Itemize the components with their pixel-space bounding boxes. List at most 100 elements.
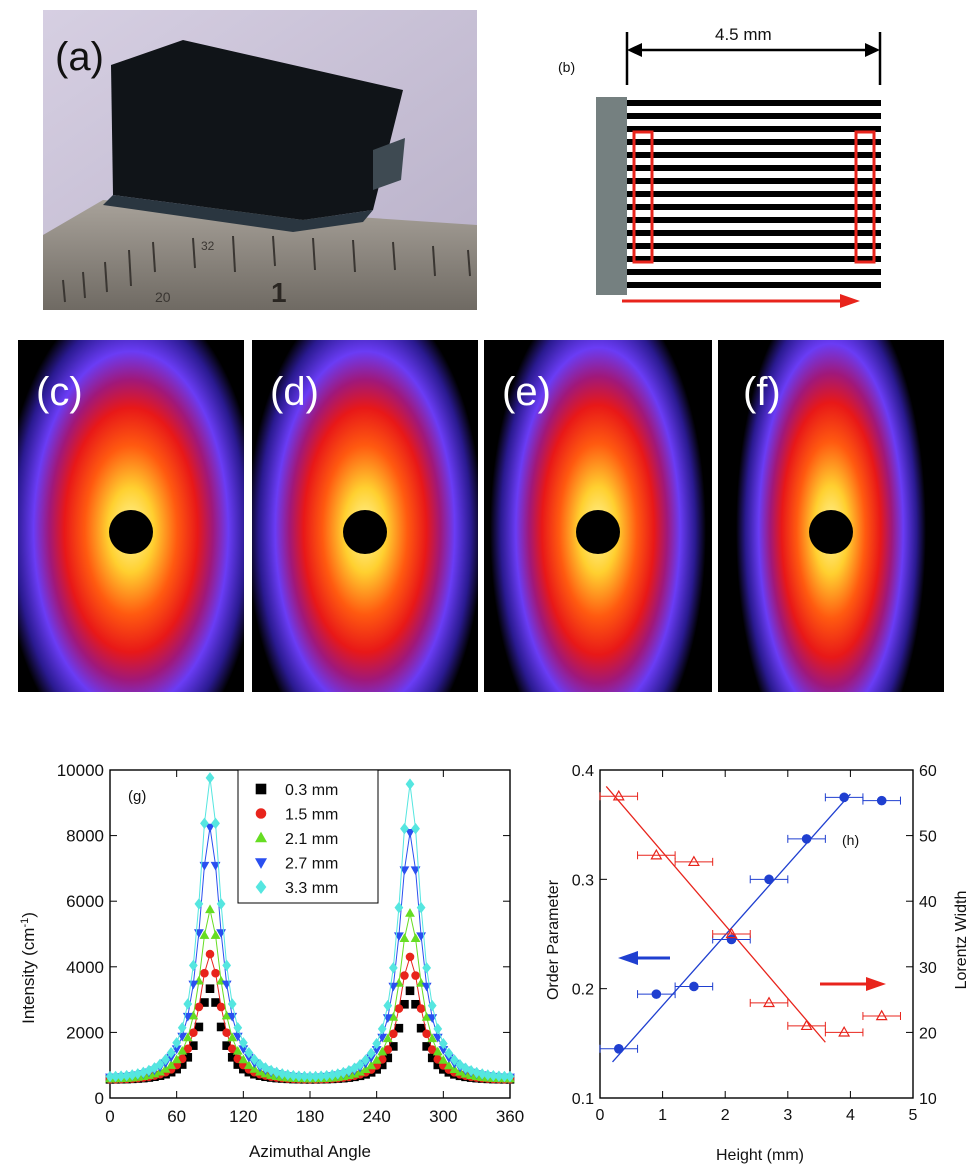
data-point: [405, 908, 415, 917]
substrate: [596, 97, 627, 295]
data-point: [763, 996, 775, 1008]
y-tick-label-right: 60: [919, 763, 937, 780]
data-point: [205, 772, 215, 784]
data-point: [205, 984, 215, 993]
data-point: [443, 1060, 454, 1070]
data-point: [410, 866, 421, 876]
data-point: [161, 1053, 170, 1066]
data-point: [211, 817, 220, 830]
beam-position-left: [632, 130, 654, 264]
y-tick-label-right: 40: [919, 894, 937, 911]
y-tick-label: 10000: [57, 761, 104, 780]
sample-photo: 32 20 1 (a): [43, 10, 477, 310]
data-point: [183, 998, 193, 1010]
data-point: [283, 1069, 293, 1081]
data-point: [250, 1053, 259, 1066]
data-point: [194, 1002, 204, 1012]
y-tick-label-left: 0.2: [572, 982, 594, 999]
data-point: [427, 999, 437, 1012]
legend-label: 2.1 mm: [285, 831, 338, 848]
data-point: [377, 1023, 387, 1035]
data-point: [394, 1004, 404, 1013]
data-point: [400, 999, 409, 1009]
data-point: [244, 1047, 254, 1059]
y-tick-label-right: 30: [919, 960, 937, 977]
x-axis-label: Height (mm): [716, 1147, 804, 1164]
data-point: [726, 934, 737, 945]
data-point: [405, 952, 415, 962]
data-point: [200, 817, 209, 830]
x-tick-label: 5: [909, 1107, 918, 1124]
data-point: [243, 1060, 254, 1069]
left-axis-arrow-head: [618, 951, 638, 965]
data-point: [689, 981, 699, 992]
data-point: [205, 823, 215, 833]
data-point: [210, 930, 221, 939]
beamstop: [343, 510, 387, 554]
data-point: [444, 1047, 454, 1060]
data-point: [238, 1054, 249, 1064]
data-point: [839, 792, 849, 803]
data-point: [205, 949, 215, 959]
data-point: [171, 1054, 182, 1064]
data-point: [422, 962, 432, 974]
legend: 0.3 mm 1.5 mm 2.1 mm 2.7 mm 3.3 mm: [237, 769, 379, 904]
ruler-ticks: [62, 235, 471, 303]
panel-label-d: (d): [270, 370, 319, 414]
data-point: [394, 901, 404, 914]
data-point: [400, 971, 409, 980]
ruler-mark: 20: [155, 289, 171, 305]
data-point: [438, 1037, 448, 1050]
x-tick-label: 360: [496, 1107, 524, 1126]
ruler-mark: 32: [201, 239, 215, 253]
data-point: [238, 1037, 248, 1049]
data-point: [388, 962, 398, 974]
data-point: [612, 789, 625, 801]
x-tick-label: 0: [105, 1107, 114, 1126]
data-point: [155, 1058, 165, 1071]
dimension-label: 4.5 mm: [715, 25, 772, 44]
saxs-pattern-f: (f): [718, 340, 944, 692]
data-point: [613, 1043, 624, 1054]
data-point: [410, 933, 421, 943]
legend-marker: [255, 783, 267, 795]
data-point: [432, 1046, 443, 1056]
y-axis-label: Intensity (cm-1): [19, 912, 38, 1024]
data-point: [199, 930, 210, 939]
panel-label-b: (b): [558, 59, 575, 75]
data-point: [194, 898, 204, 910]
data-point: [411, 971, 420, 980]
y-tick-label: 0: [95, 1089, 104, 1108]
data-point: [801, 834, 812, 844]
data-point: [838, 1026, 851, 1037]
panel-label-h: (h): [842, 832, 859, 848]
data-point: [405, 829, 415, 838]
legend-label: 0.3 mm: [285, 782, 338, 799]
beamstop: [576, 510, 620, 554]
data-point: [382, 1033, 393, 1043]
data-point: [800, 1019, 813, 1031]
x-tick-label: 0: [596, 1107, 605, 1124]
legend-label: 1.5 mm: [285, 807, 338, 824]
legend-label: 3.3 mm: [285, 880, 338, 897]
data-point: [166, 1060, 177, 1069]
data-point: [389, 1029, 398, 1039]
series-lorentz-width: [599, 789, 901, 1037]
panel-label-f: (f): [743, 370, 781, 414]
data-point: [200, 998, 209, 1007]
data-point: [494, 1070, 504, 1082]
data-point: [433, 1023, 443, 1035]
x-tick-label: 180: [296, 1107, 324, 1126]
plot-frame: [599, 769, 914, 1099]
data-point: [216, 898, 226, 910]
ruler-mark: 1: [271, 277, 287, 308]
data-point: [483, 1069, 493, 1081]
y-tick-label: 8000: [66, 827, 104, 846]
saxs-pattern-d: (d): [252, 340, 478, 692]
data-point: [422, 1029, 431, 1039]
data-point: [400, 822, 409, 835]
chart-g: Intensity (cm-1) Azimuthal Angle (g) 0 60…: [0, 745, 560, 1165]
data-point: [177, 1045, 188, 1055]
legend-marker: [255, 880, 267, 894]
beam-position-right: [854, 130, 876, 264]
